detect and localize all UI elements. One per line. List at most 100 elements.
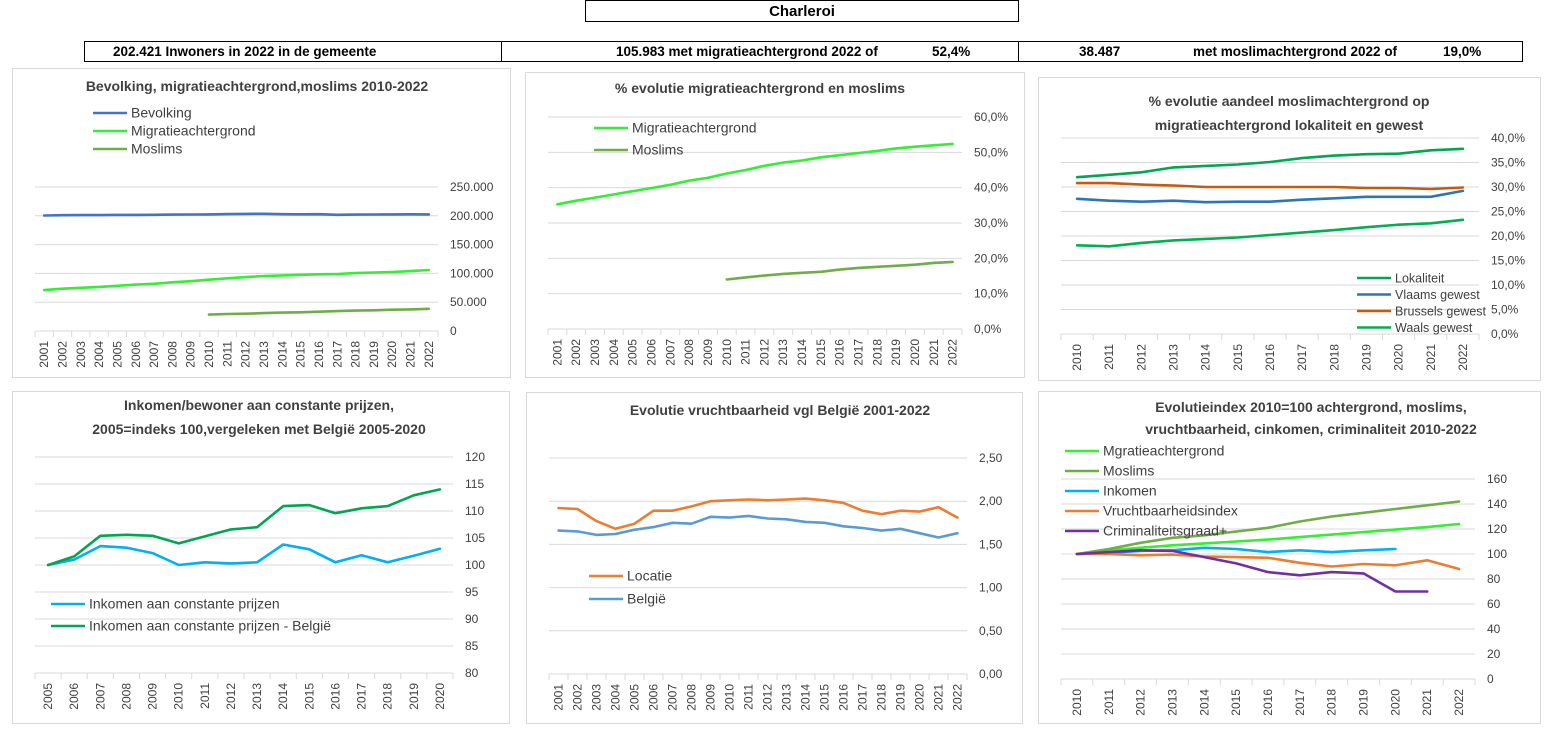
series-line xyxy=(1075,522,1461,556)
y-tick-label: 0 xyxy=(450,324,457,338)
legend-entry: Criminaliteitsgraad+ xyxy=(1103,523,1227,539)
x-tick-label: 2006 xyxy=(645,339,659,366)
x-tick-label: 2019 xyxy=(1357,689,1371,716)
x-tick-label: 2007 xyxy=(666,684,680,711)
x-tick-label: 2009 xyxy=(701,339,715,366)
x-tick-label: 2012 xyxy=(1134,689,1148,716)
series-line xyxy=(42,212,431,217)
x-tick-label: 2003 xyxy=(74,341,88,368)
legend-entry: Migratieachtergrond xyxy=(131,123,256,139)
x-tick-label: 2021 xyxy=(1424,344,1438,371)
x-tick-label: 2022 xyxy=(1452,689,1466,716)
x-tick-label: 2013 xyxy=(257,341,271,368)
x-tick-label: 2022 xyxy=(951,684,965,711)
chart-index-svg: Evolutieindex 2010=100 achtergrond, mosl… xyxy=(1060,399,1507,716)
y-tick-label: 0 xyxy=(1487,672,1494,686)
legend-entry: Locatie xyxy=(627,568,672,584)
x-tick-label: 2019 xyxy=(889,339,903,366)
stat-muslim-box: 38.487 met moslimachtergrond 2022 of 19,… xyxy=(1018,41,1523,62)
y-tick-label: 0,0% xyxy=(974,322,1002,336)
series-line xyxy=(557,514,959,539)
chart-fertility-svg: Evolutie vruchtbaarheid vgl België 2001-… xyxy=(548,402,1003,711)
series-line xyxy=(1075,549,1429,593)
y-tick-label: 20,0% xyxy=(974,251,1008,265)
y-tick-label: 95 xyxy=(465,585,479,599)
chart-muslim-share-svg: % evolutie aandeel moslimachtergrond op m… xyxy=(1060,93,1525,371)
y-tick-label: 35,0% xyxy=(1491,156,1525,170)
x-tick-label: 2002 xyxy=(55,341,69,368)
chart-income: Inkomen/bewoner aan constante prijzen, 20… xyxy=(12,391,510,724)
x-tick-label: 2011 xyxy=(1102,344,1116,370)
legend-entry: Moslims xyxy=(131,141,182,157)
x-tick-label: 2006 xyxy=(129,341,143,368)
chart-title: Evolutie vruchtbaarheid vgl België 2001-… xyxy=(630,402,931,418)
x-tick-label: 2013 xyxy=(776,339,790,366)
x-tick-label: 2014 xyxy=(799,684,813,711)
x-tick-label: 2013 xyxy=(1167,344,1181,371)
series-line xyxy=(1075,500,1461,556)
y-tick-label: 10,0% xyxy=(1491,278,1525,292)
x-tick-label: 2017 xyxy=(1293,689,1307,716)
y-tick-label: 120 xyxy=(1487,522,1507,536)
page-title: Charleroi xyxy=(585,0,1019,22)
x-tick-label: 2021 xyxy=(927,339,941,366)
x-tick-label: 2012 xyxy=(761,684,775,711)
x-tick-label: 2019 xyxy=(367,341,381,368)
chart-population: Bevolking, migratieachtergrond,moslims 2… xyxy=(12,68,511,378)
chart-title: % evolutie aandeel moslimachtergrond op xyxy=(1149,93,1430,109)
x-tick-label: 2009 xyxy=(704,684,718,711)
x-tick-label: 2020 xyxy=(1392,344,1406,371)
y-tick-label: 2,00 xyxy=(979,494,1003,508)
x-tick-label: 2014 xyxy=(275,341,289,368)
y-tick-label: 150.000 xyxy=(450,238,494,252)
x-tick-label: 2015 xyxy=(302,683,316,710)
x-tick-label: 2010 xyxy=(172,683,186,710)
x-tick-label: 2013 xyxy=(250,683,264,710)
y-tick-label: 0,50 xyxy=(979,624,1003,638)
legend-entry: Inkomen xyxy=(1103,483,1157,499)
y-tick-label: 160 xyxy=(1487,472,1507,486)
x-tick-label: 2018 xyxy=(349,341,363,368)
y-tick-label: 105 xyxy=(465,531,485,545)
chart-title: 2005=indeks 100,vergeleken met België 20… xyxy=(92,421,426,437)
legend-entry: Vlaams gewest xyxy=(1395,288,1480,302)
y-tick-label: 10,0% xyxy=(974,287,1008,301)
x-tick-label: 2005 xyxy=(626,339,640,366)
legend-entry: Mgratieachtergrond xyxy=(1103,443,1224,459)
x-tick-label: 2018 xyxy=(381,683,395,710)
x-tick-label: 2021 xyxy=(1420,689,1434,716)
x-tick-label: 2006 xyxy=(647,684,661,711)
x-tick-label: 2018 xyxy=(875,684,889,711)
x-tick-label: 2012 xyxy=(224,683,238,710)
y-tick-label: 100 xyxy=(465,558,485,572)
series-line xyxy=(557,497,959,531)
x-tick-label: 2015 xyxy=(1229,689,1243,716)
x-tick-label: 2014 xyxy=(276,683,290,710)
y-tick-label: 90 xyxy=(465,612,479,626)
chart-fertility: Evolutie vruchtbaarheid vgl België 2001-… xyxy=(526,392,1023,724)
x-tick-label: 2011 xyxy=(220,341,234,367)
chart-title: Inkomen/bewoner aan constante prijzen, xyxy=(124,397,394,413)
x-tick-label: 2001 xyxy=(550,339,564,366)
y-tick-label: 100 xyxy=(1487,547,1507,561)
x-tick-label: 2014 xyxy=(1197,689,1211,716)
x-tick-label: 2015 xyxy=(818,684,832,711)
y-tick-label: 80 xyxy=(1487,572,1501,586)
series-line xyxy=(1075,218,1465,248)
y-tick-label: 0,0% xyxy=(1491,327,1519,341)
y-tick-label: 30,0% xyxy=(974,216,1008,230)
series-line xyxy=(725,260,954,281)
x-tick-label: 2005 xyxy=(41,683,55,710)
stat-muslim-pct: 19,0% xyxy=(1443,44,1482,59)
stat-migration-pct: 52,4% xyxy=(932,44,971,59)
stat-migration-value: 105.983 met migratieachtergrond 2022 of xyxy=(616,44,878,59)
y-tick-label: 250.000 xyxy=(450,180,494,194)
x-tick-label: 2006 xyxy=(67,683,81,710)
chart-index: Evolutieindex 2010=100 achtergrond, mosl… xyxy=(1038,391,1541,724)
chart-muslim-share: % evolutie aandeel moslimachtergrond op m… xyxy=(1038,77,1541,381)
x-tick-label: 2004 xyxy=(92,341,106,368)
x-tick-label: 2007 xyxy=(93,683,107,710)
x-tick-label: 2011 xyxy=(1102,689,1116,715)
x-tick-label: 2021 xyxy=(932,684,946,711)
chart-title: vruchtbaarheid, cinkomen, criminaliteit … xyxy=(1145,421,1477,437)
